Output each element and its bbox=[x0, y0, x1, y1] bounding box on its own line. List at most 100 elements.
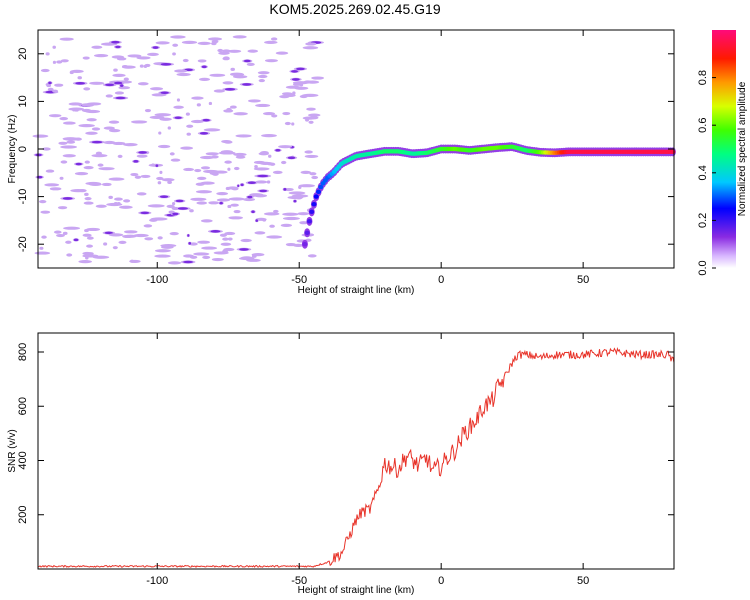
noise-speck bbox=[201, 246, 218, 250]
noise-speck bbox=[140, 174, 151, 179]
noise-speck bbox=[205, 152, 219, 156]
colorbar-ticks: 0.0 0.2 0.4 0.6 0.8 bbox=[697, 70, 716, 276]
noise-speck-core bbox=[247, 181, 256, 185]
noise-speck-core bbox=[115, 45, 121, 49]
noise-speck bbox=[224, 231, 236, 236]
noise-speck bbox=[197, 59, 207, 63]
noise-speck bbox=[137, 82, 149, 86]
noise-speck bbox=[272, 170, 283, 174]
noise-speck bbox=[275, 51, 289, 55]
noise-speck bbox=[133, 233, 149, 238]
noise-speck bbox=[56, 60, 63, 64]
noise-speck bbox=[154, 249, 171, 253]
noise-speck bbox=[74, 108, 79, 112]
noise-speck bbox=[60, 145, 78, 149]
noise-speck bbox=[282, 216, 300, 221]
noise-speck bbox=[98, 167, 115, 171]
noise-speck bbox=[291, 122, 295, 126]
noise-speck bbox=[262, 218, 267, 222]
snr-panel: -100 -50 0 50 200 400 600 800 Height of straig… bbox=[7, 332, 675, 596]
noise-speck bbox=[242, 197, 256, 202]
noise-speck bbox=[91, 45, 103, 49]
noise-speck bbox=[82, 251, 92, 256]
noise-speck bbox=[52, 60, 57, 64]
spectrogram-x-ticks: -100 -50 0 50 bbox=[146, 30, 589, 286]
snr-xtick-label: -100 bbox=[146, 575, 168, 587]
noise-speck bbox=[171, 201, 176, 206]
snr-ytick-label: 400 bbox=[17, 451, 29, 469]
noise-speck bbox=[200, 166, 211, 170]
spectrogram-ytick-label: 20 bbox=[17, 48, 29, 60]
noise-speck-core bbox=[174, 116, 182, 120]
noise-speck bbox=[82, 56, 90, 60]
noise-speck bbox=[68, 137, 75, 141]
noise-speck bbox=[218, 151, 236, 155]
noise-speck bbox=[282, 111, 291, 116]
noise-speck bbox=[271, 114, 278, 118]
noise-speck bbox=[86, 118, 97, 122]
noise-speck bbox=[202, 255, 211, 259]
noise-speck bbox=[172, 52, 176, 56]
noise-speck bbox=[44, 183, 60, 187]
noise-speck bbox=[173, 105, 184, 109]
track-core bbox=[318, 184, 324, 190]
noise-speck bbox=[306, 107, 316, 111]
noise-speck-core bbox=[283, 188, 287, 191]
noise-speck bbox=[159, 117, 172, 121]
noise-speck bbox=[183, 167, 195, 172]
noise-speck bbox=[86, 227, 100, 232]
noise-speck bbox=[288, 191, 306, 195]
noise-speck bbox=[191, 96, 204, 100]
noise-speck bbox=[251, 253, 265, 257]
noise-speck bbox=[302, 46, 319, 50]
colorbar-label: Normalized spectral amplitude bbox=[737, 81, 748, 216]
noise-speck bbox=[284, 121, 291, 126]
noise-speck bbox=[136, 56, 151, 60]
noise-speck bbox=[83, 87, 91, 91]
noise-speck bbox=[200, 181, 215, 185]
noise-speck bbox=[200, 219, 213, 223]
noise-speck bbox=[174, 69, 188, 73]
noise-speck-core bbox=[202, 118, 210, 122]
spectrogram-y-axis-label: Frequency (Hz) bbox=[7, 115, 18, 184]
noise-speck bbox=[191, 119, 205, 124]
noise-speck bbox=[82, 254, 99, 258]
noise-speck bbox=[194, 168, 202, 173]
noise-speck bbox=[307, 254, 317, 258]
noise-speck bbox=[196, 103, 201, 107]
noise-speck-core bbox=[91, 140, 103, 144]
noise-speck bbox=[218, 51, 230, 55]
noise-speck bbox=[63, 226, 81, 230]
spectrogram-noise-layer bbox=[32, 35, 325, 265]
noise-speck-core bbox=[293, 199, 297, 203]
noise-speck bbox=[304, 150, 313, 154]
colorbar-gradient bbox=[712, 30, 736, 268]
noise-speck bbox=[232, 35, 247, 39]
noise-speck bbox=[189, 209, 194, 213]
noise-speck-core bbox=[188, 242, 192, 245]
noise-speck-core bbox=[35, 153, 42, 157]
noise-speck bbox=[84, 228, 89, 233]
spectrogram-x-axis-label: Height of straight line (km) bbox=[298, 285, 415, 296]
noise-speck bbox=[195, 190, 213, 194]
noise-speck-core bbox=[152, 46, 159, 49]
noise-speck bbox=[149, 115, 165, 119]
noise-speck bbox=[167, 126, 171, 130]
noise-speck bbox=[156, 176, 164, 181]
noise-speck bbox=[134, 175, 142, 179]
noise-speck bbox=[147, 204, 165, 208]
noise-speck bbox=[258, 74, 268, 79]
noise-speck bbox=[54, 83, 64, 87]
noise-speck bbox=[59, 37, 74, 41]
noise-speck-core bbox=[224, 88, 236, 91]
noise-speck bbox=[223, 56, 230, 60]
noise-speck bbox=[240, 256, 253, 260]
noise-speck bbox=[305, 118, 309, 122]
noise-speck bbox=[80, 103, 93, 107]
noise-speck bbox=[230, 203, 239, 207]
noise-speck bbox=[211, 257, 224, 262]
noise-speck bbox=[159, 170, 163, 174]
noise-speck-core bbox=[160, 62, 172, 66]
colorbar: 0.0 0.2 0.4 0.6 0.8 Normalized spectral ampl… bbox=[697, 30, 748, 276]
noise-speck bbox=[226, 186, 239, 190]
